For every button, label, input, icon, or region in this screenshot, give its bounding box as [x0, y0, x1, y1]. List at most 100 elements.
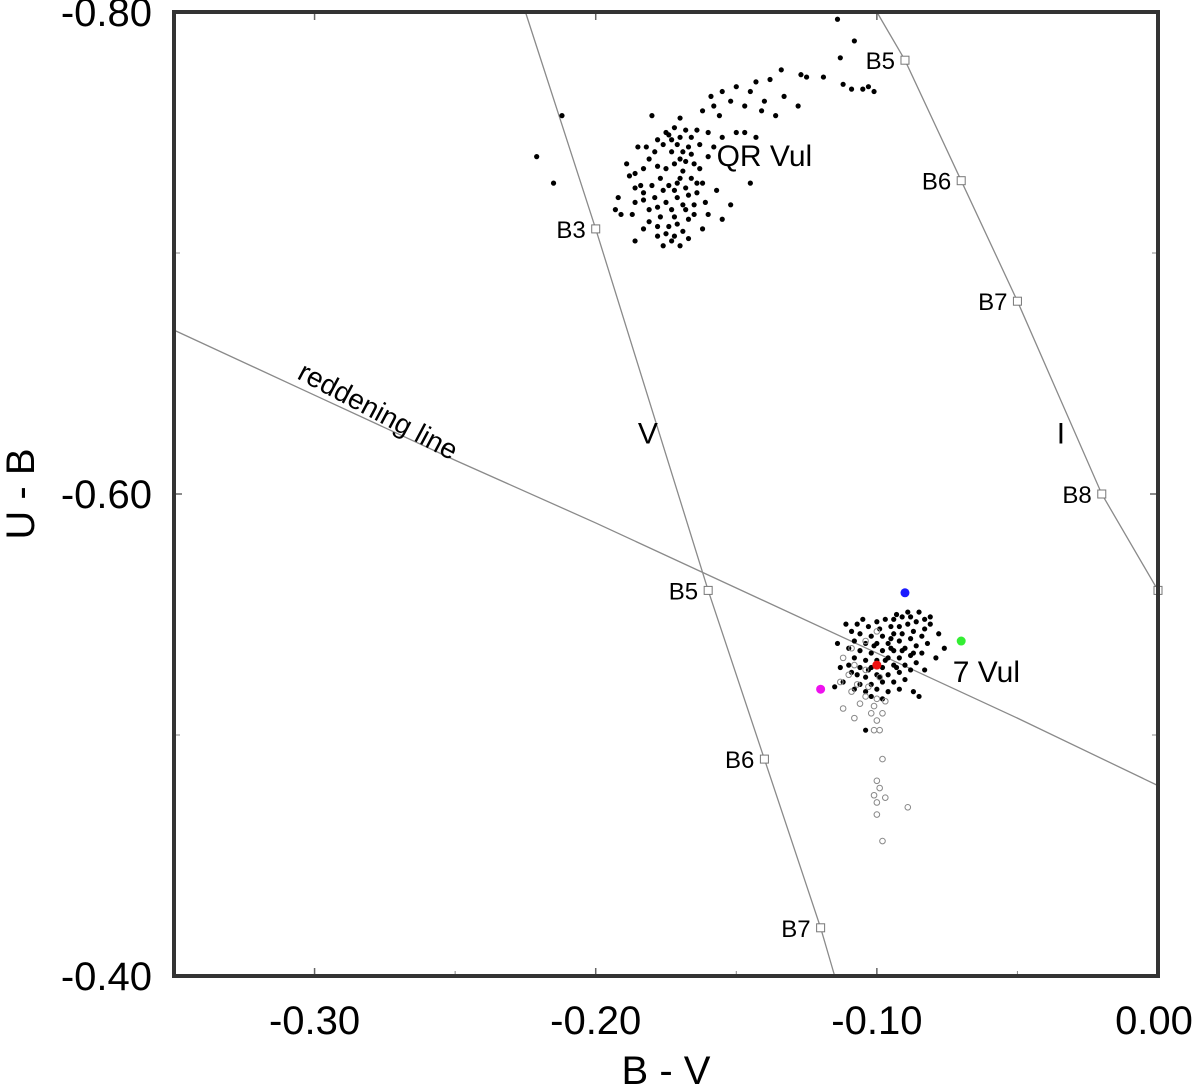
data-point	[882, 616, 888, 622]
data-point	[705, 129, 711, 136]
data-point	[877, 674, 883, 680]
data-point	[666, 182, 672, 189]
data-point	[896, 669, 902, 675]
data-point	[874, 619, 880, 625]
data-point	[879, 633, 886, 639]
spectral-type-label: B5	[669, 578, 698, 605]
spectral-type-marker	[1012, 296, 1022, 306]
open-data-point	[862, 637, 869, 645]
data-point	[654, 204, 661, 210]
data-point	[798, 72, 804, 78]
data-point	[677, 156, 683, 162]
data-point	[683, 127, 689, 133]
open-data-point	[873, 717, 881, 724]
data-point	[893, 611, 900, 618]
data-point	[910, 689, 917, 695]
spectral-type-marker	[816, 923, 826, 933]
data-point	[660, 243, 666, 249]
data-point	[669, 207, 675, 213]
data-point	[863, 674, 869, 680]
data-point	[688, 175, 694, 181]
data-point	[680, 202, 686, 208]
data-point	[654, 233, 661, 239]
data-point	[854, 672, 860, 678]
open-data-point	[837, 678, 844, 686]
data-point	[896, 638, 902, 644]
data-point	[863, 689, 869, 695]
data-point	[699, 180, 706, 186]
spectral-type-marker	[759, 754, 769, 764]
open-data-point	[839, 705, 847, 712]
data-point	[666, 223, 672, 230]
annotation-label: 7 Vul	[953, 656, 1020, 689]
data-point	[688, 134, 694, 140]
data-point	[868, 681, 874, 687]
data-point	[837, 55, 843, 61]
data-point	[778, 67, 784, 73]
data-point	[865, 84, 872, 90]
data-point	[885, 640, 891, 647]
data-point	[840, 81, 846, 87]
data-point	[640, 166, 647, 172]
sequence-I-line	[876, 11, 1159, 591]
data-point	[683, 185, 689, 191]
data-point	[767, 76, 773, 83]
data-point	[879, 696, 886, 702]
data-point	[857, 648, 863, 654]
x-axis-title: B - V	[622, 1049, 711, 1088]
data-point	[646, 219, 652, 225]
data-point	[851, 686, 857, 692]
reference-lines	[173, 11, 1159, 977]
data-point	[843, 621, 849, 627]
data-point	[733, 84, 739, 90]
data-point	[891, 616, 897, 622]
data-point	[888, 623, 894, 630]
data-point	[907, 614, 914, 620]
data-point	[854, 621, 860, 627]
data-point	[657, 214, 663, 220]
data-point	[758, 108, 765, 114]
data-point	[902, 676, 908, 683]
data-point	[747, 180, 753, 186]
data-point	[649, 182, 655, 189]
open-data-point	[873, 811, 881, 818]
data-point	[733, 129, 739, 136]
data-points	[534, 16, 966, 845]
highlight-point	[956, 636, 966, 646]
open-data-point	[870, 702, 878, 710]
data-point	[716, 113, 723, 119]
data-point	[753, 134, 759, 140]
data-point	[834, 640, 841, 647]
open-data-point	[851, 661, 858, 669]
open-data-point	[873, 628, 881, 635]
data-point	[699, 108, 706, 114]
open-data-point	[876, 726, 883, 734]
open-data-point	[881, 697, 889, 705]
data-point	[654, 137, 661, 143]
data-point	[781, 93, 787, 99]
annotation-label: V	[638, 417, 658, 450]
data-point	[868, 633, 874, 639]
data-point	[916, 693, 922, 700]
open-data-point	[873, 799, 881, 806]
data-point	[913, 619, 919, 625]
sequence-V-line	[524, 11, 836, 977]
open-data-point	[865, 683, 872, 691]
data-point	[879, 648, 886, 654]
data-point	[697, 166, 703, 172]
data-point	[632, 185, 638, 191]
data-point	[899, 631, 905, 637]
data-point	[761, 98, 768, 104]
open-data-point	[848, 688, 855, 695]
data-point	[624, 161, 630, 167]
data-point	[927, 614, 933, 620]
data-point	[922, 616, 928, 622]
data-point	[820, 74, 827, 80]
data-point	[910, 628, 917, 634]
data-point	[663, 231, 669, 237]
data-point	[632, 238, 638, 244]
data-point	[747, 88, 753, 95]
data-point	[677, 175, 683, 181]
data-point	[888, 645, 894, 651]
open-data-point	[881, 794, 889, 801]
